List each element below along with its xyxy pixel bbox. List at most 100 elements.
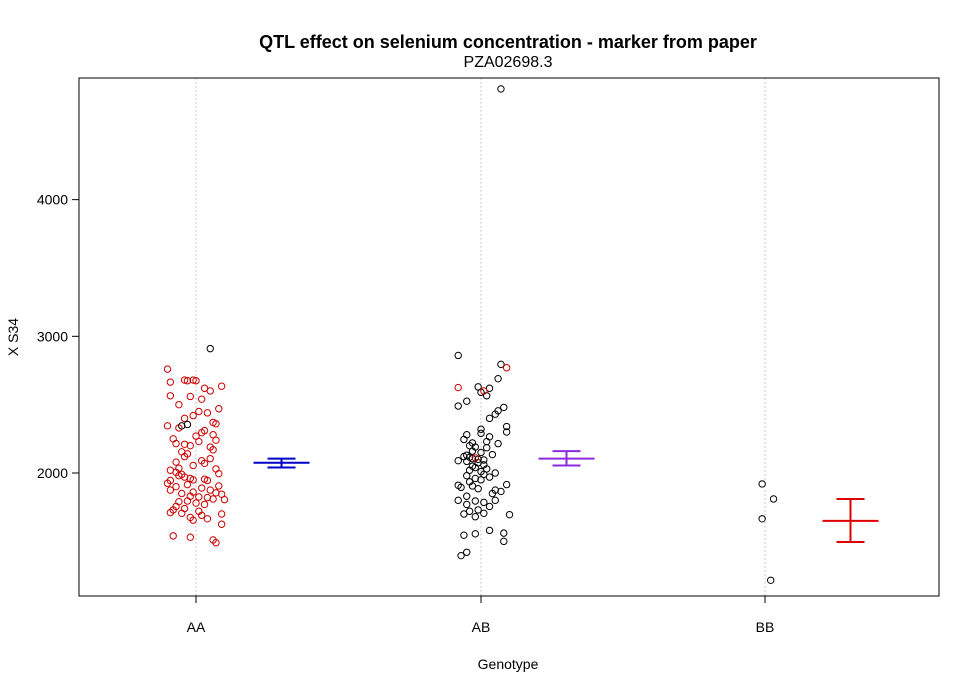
data-point-ab <box>465 507 474 515</box>
data-point-aa <box>183 377 192 385</box>
data-point-ab <box>457 483 465 492</box>
y-tick-label-3000: 3000 <box>37 328 68 344</box>
data-point-aa <box>186 533 195 541</box>
data-point-aa <box>175 497 183 506</box>
data-point-aa <box>217 382 226 390</box>
data-point-aa <box>212 538 220 547</box>
data-point-aa <box>198 511 206 520</box>
data-points <box>163 85 778 584</box>
data-point-ab <box>474 506 482 514</box>
data-point-ab <box>483 437 491 446</box>
data-point-aa <box>180 414 189 423</box>
data-point-ab <box>480 498 488 507</box>
data-point-ab <box>471 454 479 462</box>
data-point-ab <box>483 392 491 400</box>
data-point-ab <box>463 431 471 439</box>
data-point-ab <box>454 383 462 392</box>
data-point-aa <box>206 387 214 395</box>
data-point-aa <box>212 436 220 444</box>
data-point-bb <box>758 480 766 488</box>
data-point-ab <box>491 410 499 418</box>
data-point-aa <box>183 480 192 489</box>
data-point-ab <box>494 374 502 383</box>
data-point-aa <box>198 395 206 403</box>
data-point-aa <box>203 476 212 485</box>
data-point-ab <box>477 425 485 433</box>
data-point-ab <box>463 472 471 480</box>
y-tick-label-2000: 2000 <box>37 465 68 481</box>
data-point-aa <box>200 500 209 509</box>
data-point-ab <box>485 384 494 392</box>
data-point-aa <box>189 461 197 470</box>
data-point-aa <box>195 407 203 416</box>
data-point-ab <box>497 360 505 369</box>
data-point-ab <box>485 526 494 535</box>
data-point-aa <box>198 484 206 492</box>
data-point-aa <box>180 376 189 384</box>
data-point-aa <box>215 469 223 478</box>
data-point-ab <box>460 531 468 539</box>
data-point-ab <box>454 496 462 505</box>
chart-title: QTL effect on selenium concentration - m… <box>259 32 757 52</box>
data-point-aa <box>209 446 217 454</box>
data-point-ab <box>471 463 479 472</box>
y-axis-label: X S34 <box>5 318 21 356</box>
data-point-ab <box>454 402 462 410</box>
data-point-ab <box>500 529 508 537</box>
data-point-ab <box>502 364 511 372</box>
data-point-ab <box>454 456 462 465</box>
data-point-aa <box>186 441 195 450</box>
data-point-ab <box>480 387 488 395</box>
data-point-bb <box>767 576 775 584</box>
axes: 2000 3000 4000 AA AB BB <box>37 192 775 635</box>
plot-frame <box>78 77 940 597</box>
data-point-ab <box>454 351 462 360</box>
data-point-aa <box>217 510 226 518</box>
data-point-ab <box>468 482 477 490</box>
data-point-aa <box>195 437 203 446</box>
data-point-aa <box>195 493 203 501</box>
data-point-ab <box>474 485 482 493</box>
data-point-aa <box>166 392 175 400</box>
data-point-ab <box>502 422 511 431</box>
data-point-ab <box>502 428 511 436</box>
data-point-ab <box>494 439 502 448</box>
data-point-ab <box>485 414 494 423</box>
data-point-aa <box>189 376 197 384</box>
data-point-ab <box>491 496 499 505</box>
data-point-ab <box>457 551 465 560</box>
data-point-ab <box>500 537 508 546</box>
data-point-aa <box>209 495 217 503</box>
data-point-ab <box>463 500 471 509</box>
data-point-aa <box>206 454 214 463</box>
data-point-aa <box>220 495 229 504</box>
data-point-aa <box>198 428 206 437</box>
data-point-ab <box>463 492 471 500</box>
data-point-aa <box>172 458 180 466</box>
data-point-aa <box>215 405 223 413</box>
data-point-aa <box>215 482 223 490</box>
data-point-ab <box>477 429 485 438</box>
data-point-ab <box>485 433 494 441</box>
data-point-aa <box>200 384 209 392</box>
data-point-aa <box>206 344 214 353</box>
data-point-aa <box>166 508 175 517</box>
data-point-aa <box>189 516 197 524</box>
x-tick-label-ab: AB <box>472 619 491 635</box>
data-point-aa <box>163 365 172 373</box>
data-point-aa <box>175 400 183 409</box>
data-point-ab <box>468 454 477 463</box>
data-point-ab <box>480 509 488 518</box>
data-point-ab <box>460 510 468 518</box>
data-point-ab <box>483 444 491 452</box>
data-point-ab <box>497 85 505 93</box>
data-point-aa <box>172 439 180 448</box>
data-point-aa <box>189 411 197 420</box>
data-point-ab <box>468 447 477 455</box>
chart-subtitle: PZA02698.3 <box>464 54 553 71</box>
data-point-aa <box>212 420 220 428</box>
data-point-ab <box>497 487 505 496</box>
data-point-aa <box>178 489 186 498</box>
data-point-ab <box>460 435 468 444</box>
data-point-ab <box>463 548 471 556</box>
